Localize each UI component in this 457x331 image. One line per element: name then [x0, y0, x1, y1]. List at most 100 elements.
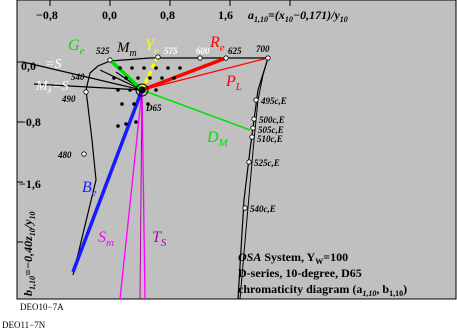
caption-line-1: OSA System, YW=100 [238, 250, 348, 266]
daylight-curve [239, 57, 269, 300]
label-ge-sub: e [80, 45, 85, 57]
line-purple [139, 89, 143, 300]
label-mlambda-letter: M [35, 79, 49, 94]
wl-label-575: 575 [164, 46, 178, 56]
b-axis-title-sub: 1,10 [28, 276, 37, 290]
d65-ring [135, 83, 149, 97]
line-ts [141, 89, 146, 300]
label-be: Be [82, 179, 97, 199]
wl-label-600: 600 [196, 46, 210, 56]
locus-markers [81, 54, 271, 211]
caption-osa: OSA [238, 250, 261, 264]
label-sm-letter: S [98, 229, 106, 246]
label-ts: TS [152, 229, 167, 249]
caption-line-3-end: ) [403, 282, 407, 296]
line-mm [99, 69, 143, 91]
footer-inner: DEO10−7A [20, 302, 64, 312]
label-ye-sub: e [154, 45, 159, 57]
daylight-label-500: 500c,E [259, 115, 285, 125]
label-mm-sub: m [130, 48, 137, 59]
label-mlambda-sub: λ [47, 85, 53, 96]
a-axis-title: a1,10=(x10−0,171)/y10 [248, 8, 348, 24]
label-dm: DM [206, 129, 229, 149]
d65-marker [138, 86, 146, 94]
caption-line-3-mid: , b [376, 282, 389, 296]
x-tick-marks [49, 0, 291, 6]
line-dm [141, 89, 251, 131]
vector-pl [141, 57, 269, 91]
wl-label-525: 525 [96, 46, 110, 56]
caption-line-3-sub1: 1,10 [362, 289, 376, 298]
line-sm [119, 89, 143, 300]
vector-ye [140, 55, 160, 91]
wl-label-700: 700 [256, 44, 270, 54]
y-tick-label: −1,6 [19, 177, 41, 191]
caption-line-2: D-series, 10-degree, D65 [238, 266, 362, 280]
a-axis-title-formula-sub2: 10 [340, 15, 348, 24]
label-mlambda-rest: =S [52, 79, 68, 94]
vector-re [141, 56, 227, 92]
caption-line-3: chromaticity diagram (a1,10, b1,10) [238, 282, 407, 298]
label-sm-sub: m [106, 237, 114, 249]
label-mm-letter: M [116, 40, 131, 56]
label-sm: Sm [98, 229, 114, 249]
vector-be [71, 89, 144, 273]
x-tick-label: 1,6 [218, 8, 233, 22]
a-axis-title-formula: =(x [268, 8, 285, 22]
label-pl: PL [225, 73, 242, 93]
b-axis-title-formula-rest: /y [21, 219, 35, 229]
b-axis-title-formula-sub2: 10 [28, 212, 37, 220]
b-axis-title: b1,10=−0,40z10/y10 [21, 212, 37, 296]
plot-area [16, 0, 457, 300]
vector-ge [108, 58, 144, 92]
label-dm-sub: M [218, 137, 229, 149]
a-axis-title-formula-rest: −0,171)/y [293, 8, 341, 22]
b-axis-title-formula: =−0,40z [21, 236, 35, 276]
label-mm: Mm [116, 40, 137, 59]
caption-line-1-sub: W [315, 257, 323, 266]
a-axis-title-sub: 1,10 [254, 15, 268, 24]
label-ye-letter: Y [145, 37, 156, 54]
label-pl-letter: P [225, 73, 236, 90]
label-dm-letter: D [206, 129, 219, 146]
label-pl-sub: L [235, 81, 242, 93]
hue-lines [22, 61, 251, 300]
daylight-label-495: 495c,E [260, 96, 287, 106]
label-re-sub: e [220, 42, 225, 54]
label-ts-letter: T [152, 229, 162, 246]
daylight-label-510: 510c,E [257, 134, 283, 144]
label-ye: Ye [145, 37, 159, 57]
label-ts-sub: S [161, 237, 167, 249]
wl-label-490: 490 [61, 94, 76, 104]
b-axis-title-formula-sub: 10 [28, 228, 37, 236]
y-tick-label: −0,8 [19, 115, 41, 129]
caption-line-1-end: =100 [323, 250, 348, 264]
line-mlambda-lower [33, 83, 143, 91]
a-axis-title-formula-sub: 10 [285, 15, 293, 24]
caption-line-3-sub2: 1,10 [389, 289, 403, 298]
a-axis-title-letter: a [248, 8, 254, 22]
label-ge-letter: G [68, 37, 80, 54]
label-re: Re [209, 34, 225, 54]
label-re-letter: R [209, 34, 220, 51]
footer-outer: DEO11−7N [2, 320, 46, 330]
label-be-letter: B [82, 179, 92, 196]
x-tick-label: −0,8 [36, 8, 58, 22]
sample-dots [112, 66, 182, 128]
daylight-label-525: 525c,E [254, 158, 280, 168]
caption-line-3-pre: chromaticity diagram (a [238, 282, 362, 296]
label-be-sub: e [92, 187, 97, 199]
daylight-label-505: 505c,E [258, 125, 284, 135]
label-mlambda-top: =S [45, 57, 61, 72]
wl-label-625: 625 [228, 46, 242, 56]
x-tick-label: 0,0 [102, 8, 117, 22]
y-tick-marks [17, 61, 23, 243]
d65-label: D65 [145, 103, 162, 113]
wl-label-480: 480 [57, 150, 72, 160]
label-ge: Ge [68, 37, 85, 57]
y-tick-label: 0,0 [21, 59, 36, 73]
caption-line-1-rest: System, Y [261, 250, 315, 264]
daylight-label-540: 540c,E [250, 204, 276, 214]
line-mlambda [22, 61, 143, 91]
